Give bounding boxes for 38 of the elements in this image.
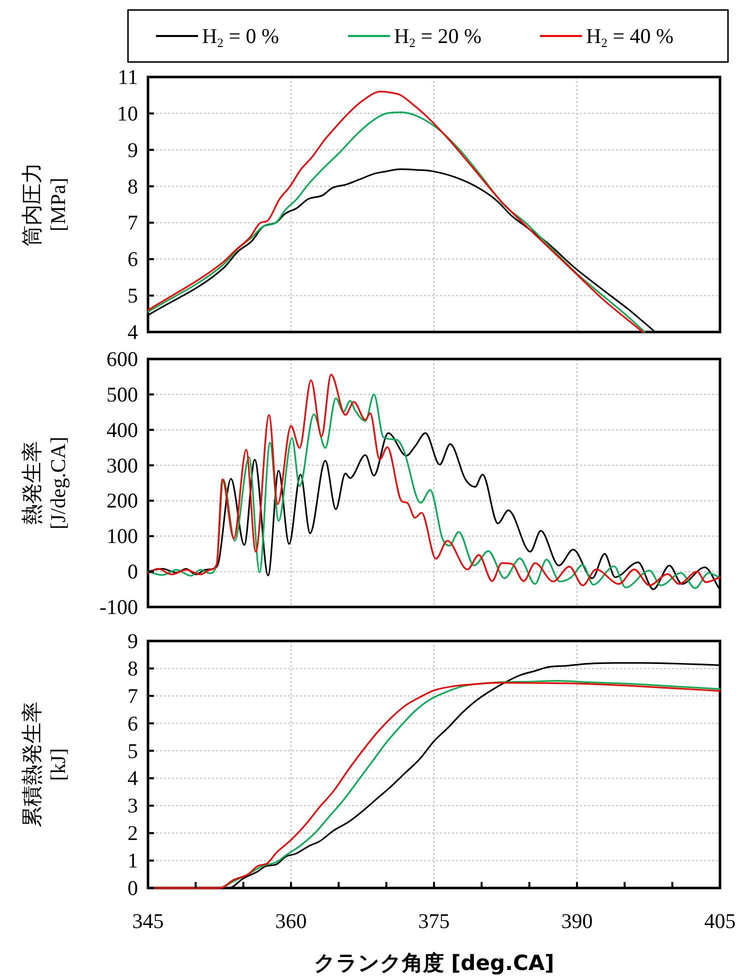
y-tick-label: 8 (128, 656, 138, 680)
y-tick-label: 2 (128, 821, 138, 846)
y-tick-label: 6 (128, 711, 138, 736)
y-tick-label: 600 (106, 347, 138, 371)
x-tick-label: 405 (704, 909, 736, 933)
x-tick-label: 390 (561, 909, 593, 933)
y-tick-label: 10 (117, 101, 138, 126)
y-tick-label: 5 (128, 738, 138, 763)
y-tick-label: 8 (128, 174, 138, 198)
y-tick-label: -100 (100, 595, 138, 619)
y-axis-title: 筒内圧力 [MPa] (20, 162, 70, 246)
y-tick-label: 300 (106, 453, 138, 478)
y-axis-title: 熱発生率 [J/deg.CA] (20, 436, 70, 530)
y-tick-label: 100 (106, 524, 138, 548)
y-tick-label: 0 (128, 876, 138, 900)
y-tick-label: 11 (118, 65, 138, 89)
y-tick-label: 500 (106, 382, 138, 406)
y-tick-label: 1 (128, 848, 138, 873)
x-tick-label: 360 (275, 909, 307, 933)
y-tick-label: 9 (128, 629, 138, 653)
y-axis-title: 累積熱発生率 [kJ] (20, 702, 70, 828)
x-tick-label: 345 (132, 909, 164, 933)
y-tick-label: 6 (128, 247, 138, 272)
y-tick-label: 9 (128, 138, 138, 162)
y-tick-label: 3 (128, 794, 138, 818)
legend-label: H$_{2}$ = 0 % (202, 24, 280, 50)
y-tick-label: 0 (128, 560, 138, 584)
y-tick-label: 200 (106, 488, 138, 513)
x-axis-title: クランク角度 [deg.CA] (314, 951, 554, 975)
y-tick-label: 7 (128, 684, 138, 708)
legend-label: H$_{2}$ = 20 % (394, 24, 482, 50)
legend-label: H$_{2}$ = 40 % (586, 24, 674, 50)
y-tick-label: 7 (128, 210, 138, 235)
y-tick-label: 400 (106, 418, 138, 442)
y-tick-label: 4 (128, 320, 138, 344)
y-tick-label: 5 (128, 284, 138, 308)
y-tick-label: 4 (128, 766, 138, 790)
x-tick-label: 375 (418, 909, 450, 933)
